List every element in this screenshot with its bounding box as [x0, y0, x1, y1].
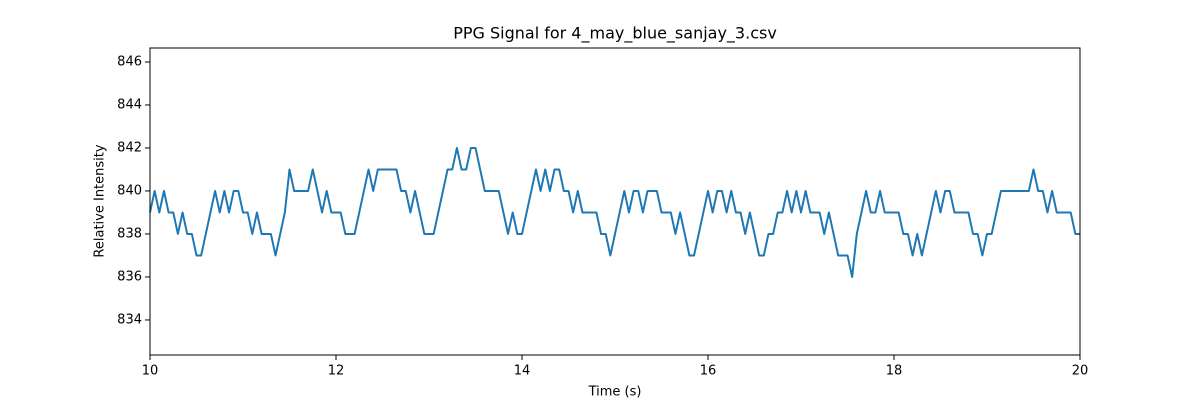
- x-axis-label: Time (s): [588, 385, 642, 400]
- x-tick-label: 18: [886, 364, 903, 379]
- y-tick-label: 844: [117, 97, 142, 112]
- x-tick-label: 20: [1072, 364, 1089, 379]
- y-tick-label: 842: [117, 140, 142, 155]
- y-tick-label: 836: [117, 269, 142, 284]
- x-tick-label: 14: [514, 364, 531, 379]
- y-tick-label: 834: [117, 312, 142, 327]
- y-tick-label: 846: [117, 54, 142, 69]
- x-tick-label: 10: [142, 364, 159, 379]
- chart-title: PPG Signal for 4_may_blue_sanjay_3.csv: [453, 24, 777, 44]
- x-tick-label: 16: [700, 364, 717, 379]
- signal-line: [149, 146, 1080, 278]
- x-tick-label: 12: [328, 364, 345, 379]
- plot-frame: [149, 47, 1081, 356]
- y-tick-label: 840: [117, 183, 142, 198]
- y-tick-label: 838: [117, 226, 142, 241]
- y-axis-label: Relative Intensity: [93, 144, 108, 257]
